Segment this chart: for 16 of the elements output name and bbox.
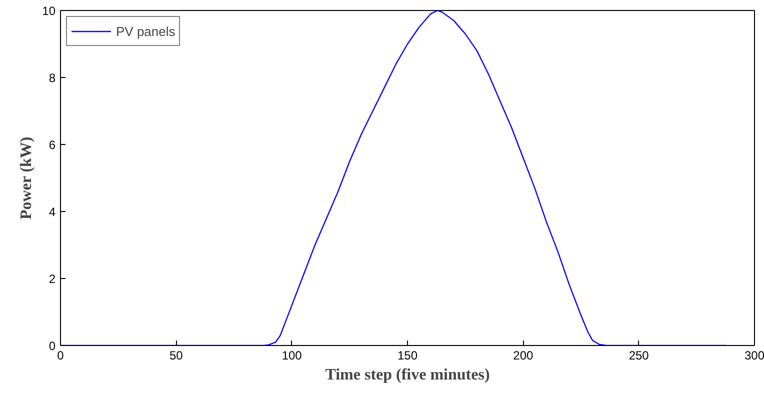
x-tick-label: 300 [744, 348, 764, 362]
y-tick-label: 2 [48, 272, 56, 286]
y-tick-label: 10 [42, 4, 56, 18]
y-tick-label: 6 [48, 138, 56, 152]
x-tick-label: 0 [57, 348, 64, 362]
x-axis-title: Time step (five minutes) [325, 366, 490, 384]
y-axis-title: Power (kW) [18, 136, 36, 220]
y-tick-label: 0 [48, 339, 56, 353]
legend-label: PV panels [116, 24, 176, 38]
x-tick-label: 250 [628, 348, 650, 362]
x-tick-label: 50 [169, 348, 184, 362]
y-tick-label: 8 [48, 71, 56, 85]
x-tick-label: 200 [513, 348, 534, 362]
x-tick-label: 150 [397, 348, 418, 362]
x-tick-label: 100 [282, 348, 302, 362]
y-tick-label: 4 [48, 205, 56, 219]
